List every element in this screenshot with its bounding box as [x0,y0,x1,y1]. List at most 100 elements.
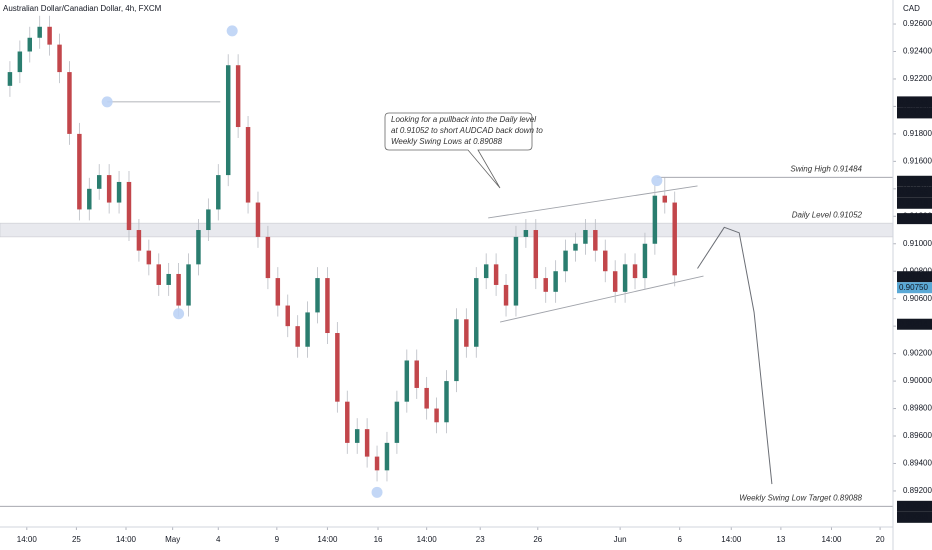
candle-body [305,312,310,347]
x-tick-label: Jun [614,535,627,544]
price-tag [897,197,932,209]
candle-body [67,72,72,134]
candle-body [503,284,509,306]
y-tick-label: 0.89200 [903,486,932,495]
candle-body [583,230,588,244]
price-tag [897,186,932,198]
candle-body [37,26,42,38]
candle-body [593,230,598,251]
price-tag [897,318,932,330]
y-tick-label: 0.90200 [903,349,932,358]
candle-body [225,65,231,176]
candle-body [176,273,181,306]
candle-body [166,273,171,285]
candle-body [533,230,539,279]
price-tag-label: 0.89088 [899,501,928,510]
projection-path [697,226,773,485]
x-tick-label: 25 [72,535,81,544]
candle-body [335,333,340,402]
price-tag [897,175,932,187]
candle-body [434,408,439,423]
candle-body [275,278,281,306]
candle-body [404,360,410,402]
candle-body [345,401,350,443]
x-tick-label: 6 [677,535,682,544]
candle-body [7,72,13,86]
price-tag [897,213,932,225]
candle-body [612,271,618,292]
y-tick-label: 0.90000 [903,376,932,385]
x-tick-label: 14:00 [721,535,742,544]
swing-point [371,486,383,498]
y-tick-label: 0.91000 [903,239,932,248]
candle-body [464,319,469,347]
x-tick-label: 23 [476,535,485,544]
candle-body [116,181,122,203]
candle-body [17,51,23,73]
x-tick-label: 4 [216,535,221,544]
candle-body [186,264,191,306]
candle-body [672,202,677,276]
candle-body [563,250,568,272]
callout-line: Looking for a pullback into the Daily le… [391,115,536,124]
y-tick-label: 0.89400 [903,459,932,468]
y-tick-label: 0.92400 [903,47,932,56]
candle-body [573,243,578,251]
price-tag-label: 0.89088 [899,512,928,521]
candle-body [374,456,380,471]
candle-body [414,360,419,388]
candle-body [285,305,290,327]
candle-body [315,278,320,313]
x-tick-label: 14:00 [116,535,137,544]
unit-label: CAD [903,4,920,13]
candle-body [642,243,648,279]
price-tag-label: 0.90750 [899,283,928,292]
candle-body [87,188,92,210]
candle-body [57,44,62,73]
candle-body [245,127,251,203]
candle-body [652,195,658,244]
candle-body [106,175,112,203]
price-tag [897,511,932,523]
candle-body [394,401,400,443]
candle-body [196,230,201,265]
price-tag-label: 0.91183 [899,214,928,223]
candle-body [523,230,529,237]
candle-body [543,278,548,292]
price-tag [897,107,932,119]
candle-body [96,175,102,189]
callout-box [384,112,533,189]
daily-level-zone [0,222,894,238]
x-tick-label: 14:00 [317,535,338,544]
x-tick-label: 20 [876,535,885,544]
candle-body [216,175,221,210]
channel-line [488,185,698,219]
x-tick-label: 16 [374,535,383,544]
x-tick-label: 13 [776,535,785,544]
zone-label: Daily Level 0.91052 [792,210,863,219]
price-tag-label: 0.92033 [899,108,928,117]
swing-point [651,175,663,187]
price-tag [897,500,932,512]
back-layer: 0.89200 0.89400 0.89600 0.89800 0.90000 0.902… [0,19,932,544]
candle-body [126,181,132,231]
candle-body [136,230,142,251]
y-tick-label: 0.89800 [903,404,932,413]
channel-line [499,275,704,323]
y-tick-label: 0.91800 [903,129,932,138]
y-tick-label: 0.90800 [903,266,932,275]
candle-body [622,264,628,292]
price-tag [897,271,932,283]
price-tag [897,282,932,294]
candle-body [513,236,519,306]
candle-body [206,209,211,231]
x-tick-label: 14:00 [821,535,842,544]
price-tag-label: 0.91455 [899,176,928,185]
candle-body [603,250,608,272]
candle-body [27,37,32,52]
x-tick-label: 9 [275,535,280,544]
candle-body [235,65,241,128]
x-tick-label: 14:00 [17,535,38,544]
